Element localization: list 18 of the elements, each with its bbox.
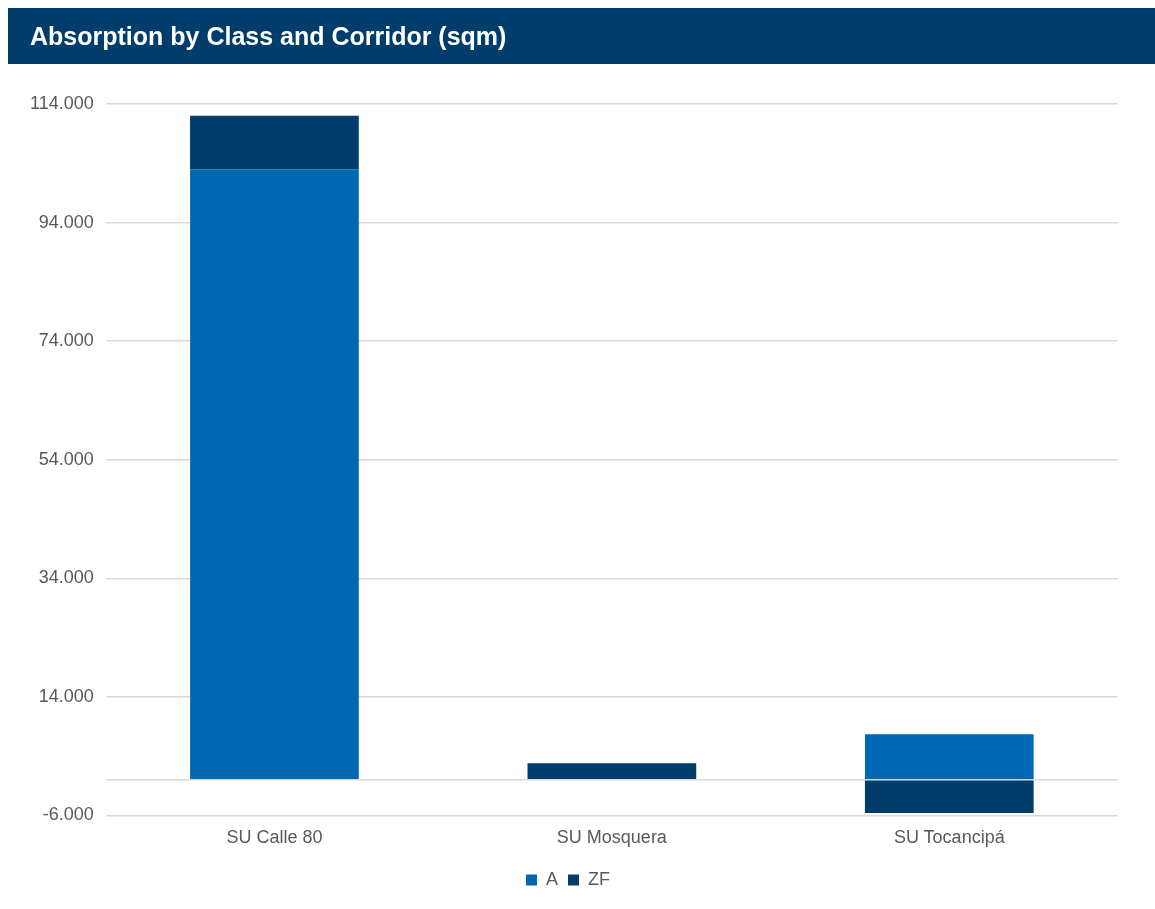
x-tick-label: SU Tocancipá bbox=[893, 827, 1006, 848]
y-tick-label: 14.000 bbox=[38, 685, 94, 706]
y-tick-label: 114.000 bbox=[30, 92, 94, 113]
y-tick-label: -6.000 bbox=[42, 804, 94, 825]
bar bbox=[190, 169, 359, 780]
bar bbox=[864, 779, 1034, 814]
y-tick-label: 94.000 bbox=[38, 211, 94, 232]
legend-label: A bbox=[546, 868, 559, 889]
x-tick-label: SU Calle 80 bbox=[226, 827, 323, 848]
y-tick-label: 34.000 bbox=[38, 567, 94, 588]
bar bbox=[190, 115, 359, 170]
y-tick-label: 54.000 bbox=[38, 448, 94, 469]
bar bbox=[864, 734, 1034, 780]
x-tick-label: SU Mosquera bbox=[556, 827, 668, 848]
chart-title: Absorption by Class and Corridor (sqm) bbox=[8, 8, 1155, 64]
y-tick-label: 74.000 bbox=[38, 330, 94, 351]
bar bbox=[527, 763, 697, 780]
legend-label: ZF bbox=[588, 868, 611, 889]
